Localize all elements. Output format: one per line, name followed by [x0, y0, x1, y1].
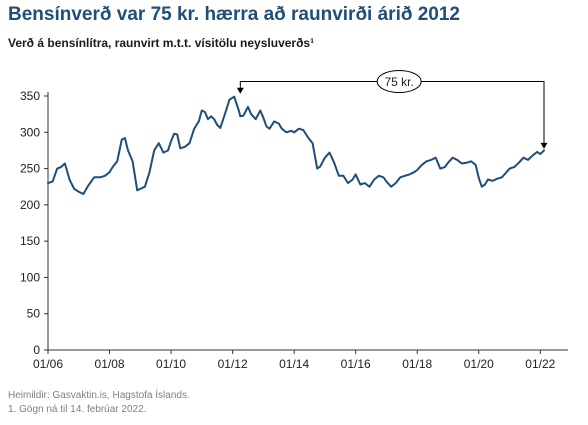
y-tick-label: 50: [27, 307, 41, 321]
y-tick-label: 200: [20, 198, 40, 212]
x-tick-label: 01/22: [525, 357, 555, 371]
x-tick-label: 01/18: [402, 357, 432, 371]
footer: Heimildir: Gasvaktin.is, Hagstofa Ísland…: [8, 389, 190, 417]
x-axis: 01/06 01/08 01/10 01/12 01/14 01/16 01/18 01/20…: [33, 349, 568, 371]
x-tick-label: 01/16: [341, 357, 371, 371]
x-tick-label: 01/20: [464, 357, 494, 371]
x-tick-label: 01/10: [156, 357, 186, 371]
series-line-0: [47, 95, 545, 195]
chart-subtitle: Verð á bensínlítra, raunvirt m.t.t. vísi…: [8, 36, 315, 50]
y-tick-label: 250: [20, 162, 40, 176]
annotation-badge: [376, 69, 422, 93]
x-tick-label: 01/12: [218, 357, 248, 371]
y-tick-label: 100: [20, 270, 40, 284]
x-tick-label: 01/06: [33, 357, 63, 371]
x-tick-label: 01/08: [95, 357, 125, 371]
series-group: [47, 95, 545, 195]
data-note: 1. Gögn ná til 14. febrúar 2022.: [8, 404, 147, 415]
chart-title: Bensínverð var 75 kr. hærra að raunvirði…: [8, 4, 461, 25]
annotation-arrow-right: [540, 142, 548, 149]
y-axis: 0 50 100 150 200 250 300 350: [20, 89, 49, 357]
y-tick-label: 300: [20, 125, 40, 139]
annotation-arrow-left: [236, 87, 244, 94]
source-note: Heimildir: Gasvaktin.is, Hagstofa Ísland…: [8, 390, 190, 401]
y-tick-label: 350: [20, 89, 40, 103]
y-tick-label: 0: [33, 343, 40, 357]
y-tick-label: 150: [20, 234, 40, 248]
annotation: 75 kr.: [236, 69, 548, 149]
x-tick-label: 01/14: [279, 357, 309, 371]
annotation-label: 75 kr.: [384, 75, 413, 89]
